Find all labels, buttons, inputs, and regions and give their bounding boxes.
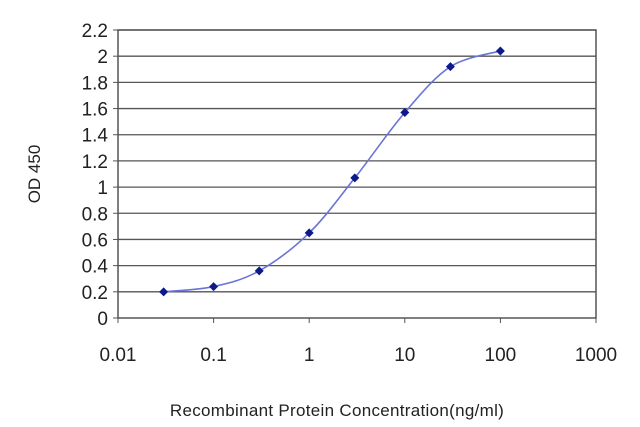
series-layer	[159, 46, 505, 297]
data-point	[304, 228, 314, 238]
y-tick-label: 2	[97, 47, 108, 68]
x-tick-label: 100	[485, 345, 517, 366]
y-tick-label: 1.4	[82, 126, 109, 147]
x-tick-label: 0.01	[100, 345, 137, 366]
data-point	[350, 173, 360, 183]
y-tick-label: 1	[97, 178, 108, 199]
data-point	[495, 46, 505, 56]
y-tick-label: 0.8	[82, 204, 108, 225]
data-point	[400, 107, 410, 117]
x-tick-label: 1000	[575, 345, 617, 366]
x-tick-labels: 0.01 0.1 1 10 100 1000	[100, 345, 618, 366]
x-axis-title: Recombinant Protein Concentration(ng/ml)	[170, 401, 504, 420]
y-tick-label: 1.2	[82, 152, 108, 173]
y-tick-label: 0.4	[82, 257, 109, 278]
y-tick-label: 2.2	[82, 21, 108, 42]
x-tick-label: 1	[304, 345, 315, 366]
data-point	[209, 282, 219, 292]
y-tick-label: 0	[97, 309, 108, 330]
x-tick-label: 0.1	[200, 345, 226, 366]
data-point	[159, 287, 169, 297]
y-tick-label: 1.6	[82, 100, 108, 121]
data-point	[254, 266, 264, 276]
series-line	[163, 50, 501, 293]
data-point	[445, 62, 455, 72]
x-tick-label: 10	[394, 345, 415, 366]
y-tick-labels: 0 0.2 0.4 0.6 0.8 1 1.2 1.4 1.6 1.8 2 2.2	[82, 21, 109, 330]
y-axis-title: OD 450	[25, 145, 44, 204]
y-tick-label: 0.6	[82, 230, 108, 251]
y-tick-label: 0.2	[82, 283, 108, 304]
y-tick-label: 1.8	[82, 73, 108, 94]
plot-area-frame	[117, 29, 597, 319]
